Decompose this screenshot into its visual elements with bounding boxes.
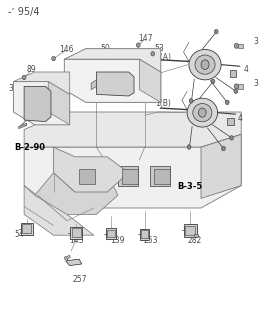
Circle shape <box>211 79 215 84</box>
Circle shape <box>22 75 26 80</box>
Polygon shape <box>24 112 241 147</box>
Bar <box>142 230 148 238</box>
Bar <box>238 84 243 89</box>
Ellipse shape <box>189 49 221 80</box>
Bar <box>79 169 95 184</box>
Bar <box>21 223 33 235</box>
Bar <box>185 226 195 235</box>
Text: B-2-90: B-2-90 <box>15 143 46 152</box>
Circle shape <box>222 146 225 151</box>
Bar <box>118 166 138 186</box>
Circle shape <box>225 100 229 105</box>
Circle shape <box>234 43 239 48</box>
Polygon shape <box>35 173 118 214</box>
Polygon shape <box>24 186 94 235</box>
Bar <box>238 44 243 48</box>
Circle shape <box>234 89 238 93</box>
Circle shape <box>189 99 193 103</box>
Bar <box>140 229 150 240</box>
Polygon shape <box>48 82 70 125</box>
Text: 1(A): 1(A) <box>155 53 172 62</box>
Circle shape <box>230 136 233 140</box>
Polygon shape <box>24 86 51 122</box>
Text: 54: 54 <box>15 230 24 239</box>
Text: 147: 147 <box>138 34 152 43</box>
Bar <box>230 70 236 77</box>
Text: 257: 257 <box>72 275 87 284</box>
Text: -ʼ 95/4: -ʼ 95/4 <box>8 6 40 17</box>
Bar <box>107 230 115 237</box>
Text: 146: 146 <box>59 45 73 54</box>
Polygon shape <box>54 147 129 192</box>
Polygon shape <box>66 259 82 266</box>
Circle shape <box>151 52 155 56</box>
Circle shape <box>214 29 218 34</box>
Circle shape <box>201 60 209 69</box>
Bar <box>122 169 138 184</box>
Polygon shape <box>24 134 241 208</box>
Bar <box>75 166 95 186</box>
Ellipse shape <box>187 98 218 127</box>
Circle shape <box>187 145 191 149</box>
Text: 53: 53 <box>154 44 164 53</box>
Text: 293: 293 <box>31 100 45 109</box>
Ellipse shape <box>195 55 215 74</box>
Bar <box>70 227 83 239</box>
Polygon shape <box>64 255 70 260</box>
Bar <box>194 234 198 237</box>
Text: 4: 4 <box>244 65 249 74</box>
Polygon shape <box>64 59 161 102</box>
Bar <box>184 224 197 237</box>
Text: 4: 4 <box>237 114 242 123</box>
Polygon shape <box>13 72 70 94</box>
Polygon shape <box>201 134 241 198</box>
Text: 378: 378 <box>8 84 23 93</box>
Text: 3: 3 <box>253 79 258 88</box>
Polygon shape <box>13 82 70 125</box>
Circle shape <box>52 56 55 61</box>
Polygon shape <box>91 80 96 90</box>
Circle shape <box>136 43 140 47</box>
Text: B-3-5: B-3-5 <box>177 182 202 191</box>
Circle shape <box>199 108 206 117</box>
Bar <box>154 169 170 184</box>
Text: 52: 52 <box>119 63 129 72</box>
Text: 1(B): 1(B) <box>155 99 171 108</box>
Polygon shape <box>96 72 134 96</box>
Text: 145: 145 <box>70 236 84 245</box>
Text: 50: 50 <box>100 44 110 53</box>
Bar <box>150 166 170 186</box>
Ellipse shape <box>193 103 212 122</box>
Bar <box>106 228 116 239</box>
Polygon shape <box>139 59 161 102</box>
Text: 139: 139 <box>110 236 124 245</box>
Bar <box>72 228 81 237</box>
Text: 3: 3 <box>253 37 258 46</box>
Text: 253: 253 <box>143 236 158 245</box>
Polygon shape <box>19 123 27 129</box>
Text: 282: 282 <box>188 236 202 245</box>
Circle shape <box>234 84 239 89</box>
Bar <box>22 224 32 233</box>
Polygon shape <box>64 49 161 72</box>
Bar <box>227 118 234 125</box>
Text: 89: 89 <box>27 65 36 74</box>
